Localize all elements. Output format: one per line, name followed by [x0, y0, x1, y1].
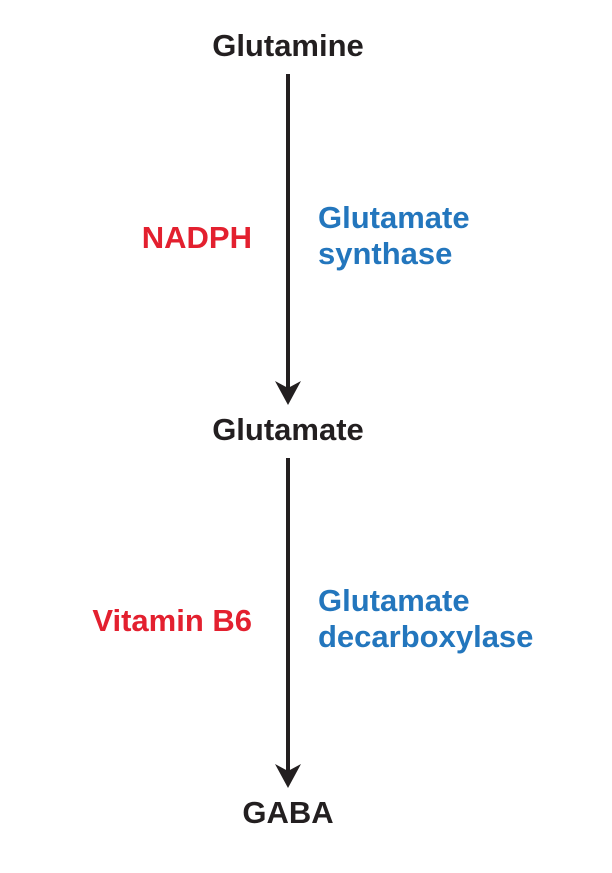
metabolite-gaba: GABA: [242, 795, 334, 830]
arrow-glutamine-to-glutamate: [275, 74, 301, 405]
enzyme-line: Glutamate: [318, 200, 470, 235]
arrow-head-2: [275, 764, 301, 788]
metabolite-glutamate: Glutamate: [212, 412, 364, 447]
enzyme-line: decarboxylase: [318, 618, 534, 654]
arrow-glutamate-to-gaba: [275, 458, 301, 788]
enzyme-glutamate-synthase: Glutamate synthase: [318, 200, 470, 271]
metabolite-glutamine: Glutamine: [212, 28, 364, 63]
enzyme-line: Glutamate: [318, 583, 470, 618]
cofactor-nadph: NADPH: [141, 220, 252, 255]
cofactor-vitamin-b6: Vitamin B6: [92, 603, 252, 638]
arrow-head-1: [275, 381, 301, 405]
enzyme-line: synthase: [318, 235, 453, 271]
enzyme-glutamate-decarboxylase: Glutamate decarboxylase: [318, 583, 533, 654]
